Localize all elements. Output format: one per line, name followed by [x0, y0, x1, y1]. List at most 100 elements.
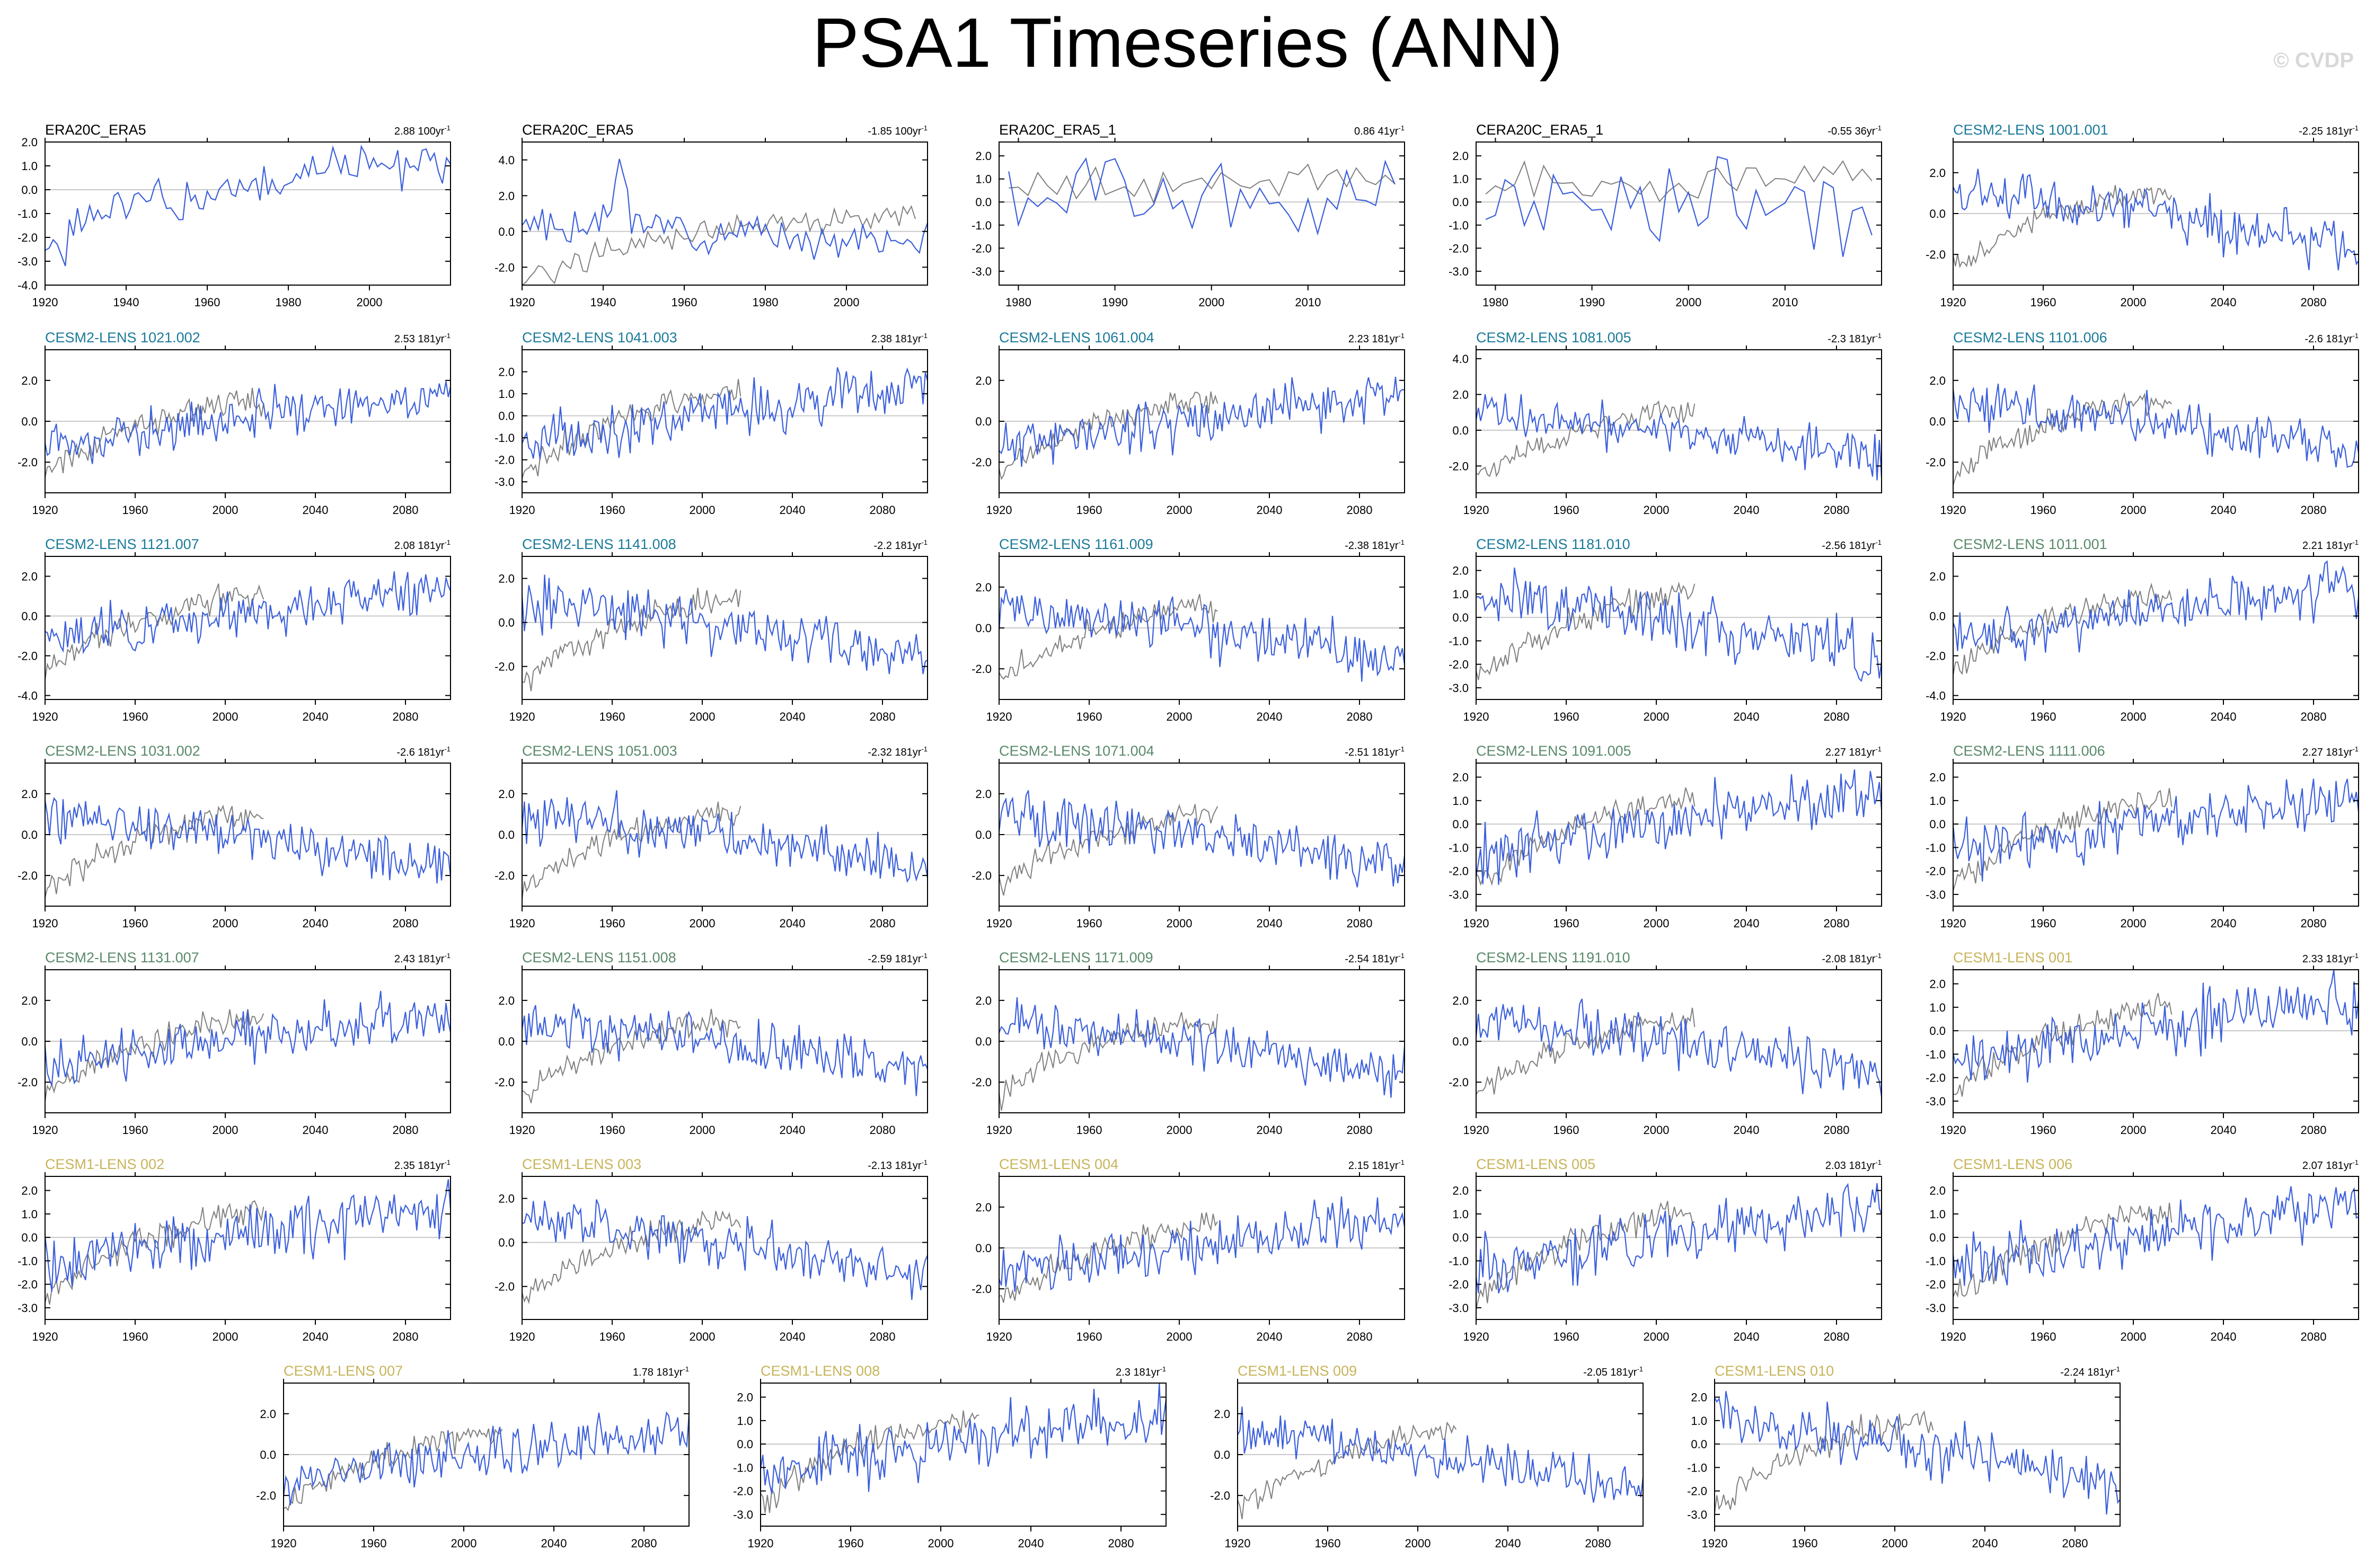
- x-tick-label: 2000: [213, 1123, 239, 1137]
- series-line-observation: [522, 1210, 741, 1305]
- x-tick-label: 2040: [1734, 1330, 1760, 1343]
- y-tick-label: 1.0: [1929, 794, 1946, 808]
- x-tick-label: 1960: [599, 1123, 625, 1137]
- plot-frame: [1953, 763, 2359, 907]
- panel-title: CESM2-LENS 1061.004: [999, 330, 1154, 346]
- y-tick-label: 2.0: [498, 366, 515, 379]
- trend-label: -2.24 181yr-1: [2060, 1365, 2120, 1378]
- x-tick-label: 2080: [870, 917, 896, 930]
- series-line-simulation: [522, 1199, 929, 1300]
- series-line-observation: [1953, 1202, 2173, 1298]
- x-tick-label: 1920: [509, 1123, 535, 1137]
- trend-unit-exponent: -1: [2114, 1365, 2120, 1373]
- x-tick-label: 1920: [509, 296, 535, 309]
- x-tick-label: 2080: [2301, 1123, 2327, 1137]
- trend-unit-exponent: -1: [921, 332, 928, 340]
- trend-label: -2.56 181yr-1: [1822, 538, 1882, 552]
- y-tick-label: -2.0: [17, 650, 38, 663]
- y-tick-label: -3.0: [1449, 888, 1469, 901]
- y-tick-label: 0.0: [1929, 1231, 1946, 1244]
- chart-panel: CESM2-LENS 1101.006 -2.6 181yr-1 2.0 0.0 -2.…: [1926, 330, 2360, 517]
- trend-label: -1.85 100yr-1: [868, 124, 928, 137]
- trend-label: 2.3 181yr-1: [1116, 1365, 1166, 1378]
- x-tick-label: 2080: [870, 503, 896, 517]
- trend-unit-exponent: -1: [1637, 1365, 1643, 1373]
- x-tick-label: 2080: [2301, 710, 2327, 723]
- x-tick-label: 1920: [1940, 503, 1966, 517]
- x-tick-label: 1960: [1076, 1123, 1102, 1137]
- y-tick-label: 2.0: [1452, 149, 1469, 163]
- trend-unit-exponent: -1: [1398, 124, 1405, 132]
- y-tick-label: -3.0: [1687, 1508, 1707, 1521]
- x-tick-label: 2000: [2121, 1123, 2147, 1137]
- y-tick-label: -4.0: [17, 279, 38, 292]
- x-tick-label: 2080: [2301, 1330, 2327, 1343]
- x-tick-label: 2080: [631, 1537, 657, 1550]
- trend-label: 2.27 181yr-1: [2302, 745, 2359, 758]
- x-tick-label: 2000: [1644, 917, 1670, 930]
- trend-unit-exponent: -1: [1875, 332, 1882, 340]
- x-tick-label: 1920: [748, 1537, 774, 1550]
- panel-title: CESM2-LENS 1051.003: [522, 743, 677, 759]
- y-tick-label: 0.0: [1452, 611, 1469, 624]
- trend-unit-exponent: -1: [1875, 124, 1882, 132]
- panel-title: CESM1-LENS 006: [1953, 1156, 2072, 1172]
- series-line-observation: [522, 205, 916, 286]
- y-tick-label: 0.0: [260, 1448, 276, 1461]
- x-tick-label: 2000: [213, 917, 239, 930]
- x-tick-label: 2000: [451, 1537, 477, 1550]
- y-tick-label: 1.0: [1691, 1414, 1707, 1428]
- y-tick-label: -1.0: [1449, 219, 1469, 232]
- x-tick-label: 1960: [122, 917, 148, 930]
- panel-title: CESM2-LENS 1151.008: [522, 950, 676, 965]
- x-tick-label: 2080: [2301, 296, 2327, 309]
- trend-unit-exponent: -1: [921, 124, 928, 132]
- y-tick-label: -2.0: [1449, 459, 1469, 473]
- trend-label: -2.05 181yr-1: [1583, 1365, 1643, 1378]
- y-tick-label: 0.0: [21, 415, 38, 428]
- panel-title: CESM2-LENS 1011.001: [1953, 536, 2107, 552]
- y-tick-label: -2.0: [495, 1076, 515, 1089]
- series-line-simulation: [1952, 969, 2360, 1083]
- panel-title: CESM2-LENS 1071.004: [999, 743, 1154, 759]
- x-tick-label: 1960: [672, 296, 698, 309]
- x-tick-label: 1920: [32, 710, 58, 723]
- series-line-simulation: [521, 367, 929, 460]
- x-tick-label: 2040: [780, 503, 806, 517]
- y-tick-label: 4.0: [498, 154, 515, 167]
- panel-title: CESM2-LENS 1141.008: [522, 536, 676, 552]
- y-tick-label: 1.0: [498, 387, 515, 401]
- x-tick-label: 1920: [32, 1330, 58, 1343]
- x-tick-label: 2000: [1644, 1123, 1670, 1137]
- series-line-observation: [522, 379, 741, 479]
- x-tick-label: 1960: [2030, 917, 2056, 930]
- x-tick-label: 1920: [1940, 296, 1966, 309]
- series-line-simulation: [1475, 1183, 1883, 1294]
- y-tick-label: 1.0: [1929, 1208, 1946, 1221]
- trend-unit-exponent: -1: [1875, 538, 1882, 546]
- y-tick-label: 0.0: [498, 616, 515, 630]
- y-tick-label: 0.0: [498, 1035, 515, 1048]
- trend-unit-exponent: -1: [444, 124, 451, 132]
- y-tick-label: 2.0: [1929, 771, 1946, 784]
- y-tick-label: 2.0: [1452, 564, 1469, 578]
- x-tick-label: 1920: [1702, 1537, 1728, 1550]
- y-tick-label: 0.0: [21, 1231, 38, 1244]
- chart-panel: CESM2-LENS 1121.007 2.08 181yr-1 2.0 0.0 -2.…: [17, 536, 451, 723]
- x-tick-label: 2040: [1018, 1537, 1044, 1550]
- x-tick-label: 1920: [986, 917, 1012, 930]
- plot-frame: [522, 141, 928, 286]
- y-tick-label: 1.0: [1452, 1208, 1469, 1221]
- y-tick-label: 1.0: [737, 1414, 753, 1428]
- plot-frame: [1476, 556, 1882, 700]
- x-tick-label: 1960: [1076, 917, 1102, 930]
- chart-panel: CERA20C_ERA5 -1.85 100yr-1 4.0 2.0 0.0 -2.0 19…: [495, 122, 929, 309]
- series-line-observation: [1485, 160, 1873, 202]
- trend-unit-exponent: -1: [444, 952, 451, 960]
- chart-panel: CESM2-LENS 1111.006 2.27 181yr-1 2.0 1.0 0.0…: [1926, 743, 2360, 930]
- trend-unit-exponent: -1: [2352, 332, 2359, 340]
- y-tick-label: -1.0: [495, 431, 515, 445]
- x-tick-label: 2000: [928, 1537, 954, 1550]
- chart-panel: CESM2-LENS 1151.008 -2.59 181yr-1 2.0 0.0 -2…: [495, 950, 928, 1137]
- x-tick-label: 2040: [780, 1330, 806, 1343]
